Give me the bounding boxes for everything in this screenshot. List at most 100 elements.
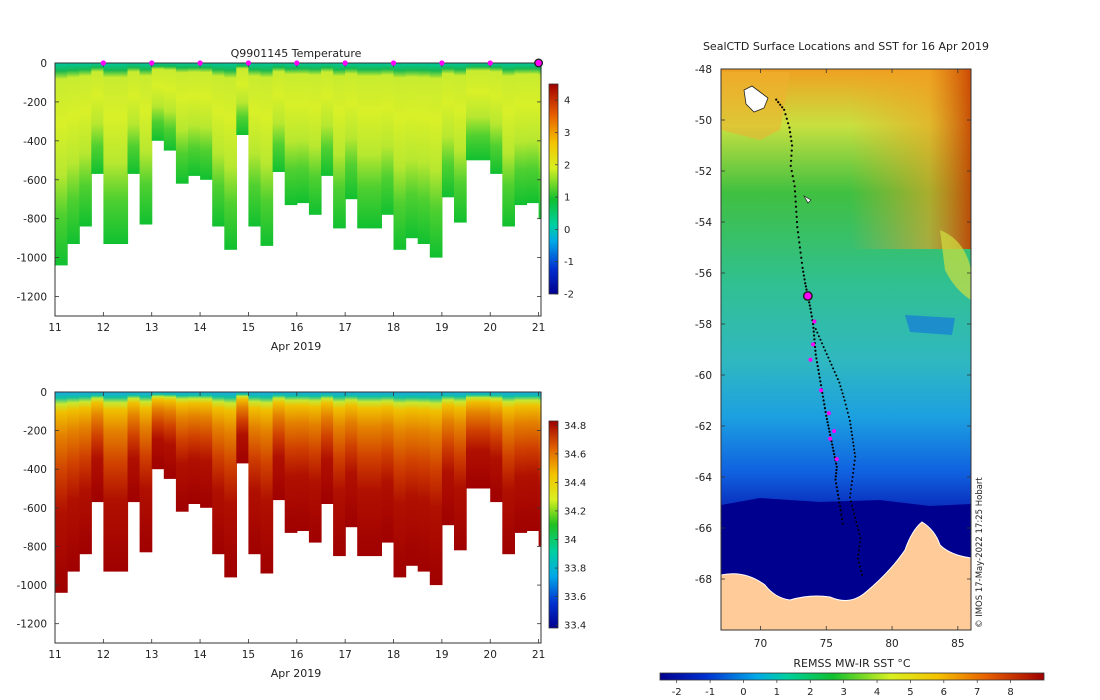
colorbar-tick-label: 33.4: [564, 621, 586, 632]
salinity-colorbar-ticks: 34.8 34.6 34.4 34.2 34 33.8 33.6 33.4: [555, 421, 586, 632]
current-location-marker: [802, 291, 813, 301]
x-tick-label: 21: [532, 649, 545, 661]
track-point: [817, 372, 821, 375]
track-point: [834, 478, 837, 481]
track-point: [794, 205, 798, 208]
lat-tick-label: -64: [695, 472, 712, 484]
temperature-profile-column: [284, 63, 298, 206]
track-point: [855, 520, 858, 523]
colorbar-tick-label: -1: [564, 257, 574, 268]
salinity-profile-column: [405, 392, 419, 566]
temperature-profile-column: [248, 63, 262, 227]
profile-location: [828, 436, 833, 441]
salinity-profile-column: [369, 392, 382, 557]
profile-marker: [197, 60, 203, 66]
salinity-profile-column: [429, 392, 443, 586]
track-point: [851, 437, 854, 440]
track-point: [817, 335, 820, 338]
track-point: [796, 231, 800, 234]
y-tick-label: -400: [23, 136, 47, 148]
sst-colorbar-tick-label: 4: [874, 687, 880, 698]
temperature-colorbar-ticks: 4 3 2 1 0 -1 -2: [555, 96, 574, 301]
sst-colorbar-tick-label: 6: [941, 687, 947, 698]
track-point: [823, 407, 827, 410]
track-point: [825, 353, 828, 356]
track-point: [857, 553, 860, 556]
track-point: [784, 113, 787, 116]
map-xlabel: REMSS MW-IR SST °C: [793, 657, 911, 670]
salinity-colorbar: [548, 420, 559, 629]
track-point: [843, 399, 846, 402]
profile-marker: [439, 60, 445, 66]
track-point: [849, 492, 852, 495]
temperature-profile-column: [526, 63, 540, 204]
temperature-profile-column: [441, 63, 455, 198]
y-tick-label: -1000: [16, 253, 47, 265]
track-point: [822, 345, 825, 348]
track-point: [851, 504, 854, 507]
salinity-profile-column: [345, 392, 358, 528]
salinity-profile-column: [212, 392, 225, 555]
track-point: [851, 434, 854, 437]
track-point: [781, 106, 784, 109]
track-point: [814, 349, 817, 352]
sst-colorbar-tick-label: -2: [672, 687, 682, 698]
salinity-profile-column: [103, 392, 117, 572]
temperature-colorbar: [548, 83, 559, 295]
temperature-profile-column: [381, 63, 395, 215]
colorbar-tick-label: 34.8: [564, 421, 586, 432]
x-tick-label: 13: [145, 649, 158, 661]
x-tick-label: 21: [532, 322, 545, 334]
track-point: [819, 384, 823, 387]
lon-tick-label: 80: [885, 638, 898, 650]
salinity-profile-column: [502, 392, 515, 555]
track-point: [825, 417, 829, 421]
lon-tick-label: 70: [754, 638, 767, 650]
y-tick-label: -200: [23, 426, 47, 438]
temperature-profile-column: [466, 63, 479, 161]
track-point: [819, 380, 822, 383]
temperature-profile-column: [200, 63, 213, 180]
track-point: [824, 410, 827, 414]
salinity-panel: 0 -200 -400 -600 -800 -1000 -1200 11 12 13 14 15 16…: [16, 387, 586, 680]
lat-tick-label: -58: [695, 319, 712, 331]
track-point: [816, 364, 819, 368]
track-point: [824, 349, 827, 352]
y-tick-label: -1200: [16, 292, 47, 304]
track-point: [844, 403, 847, 406]
temperature-y-axis: 0 -200 -400 -600 -800 -1000 -1200: [16, 58, 541, 304]
sst-colorbar-tick-label: 0: [740, 687, 746, 698]
x-tick-label: 11: [48, 322, 61, 334]
track-point: [814, 353, 817, 356]
track-point: [850, 484, 853, 487]
y-tick-label: -1200: [16, 619, 47, 631]
temperature-profile-column: [514, 63, 528, 206]
salinity-profile-column: [224, 392, 237, 578]
profile-location: [819, 388, 823, 393]
x-tick-label: 19: [435, 649, 448, 661]
x-tick-label: 19: [435, 322, 448, 334]
salinity-profile-column: [381, 392, 395, 543]
track-point: [823, 403, 826, 406]
colorbar-tick-label: 3: [564, 128, 570, 139]
salinity-profile-column: [248, 392, 262, 555]
track-point: [852, 444, 855, 447]
track-point: [850, 500, 852, 503]
salinity-profile-column: [115, 392, 129, 572]
profile-location: [811, 342, 816, 347]
track-point: [838, 505, 842, 508]
x-tick-label: 20: [484, 649, 497, 661]
salinity-xlabel: Apr 2019: [271, 667, 322, 680]
x-tick-label: 16: [290, 649, 304, 661]
temperature-profile-column: [224, 63, 237, 250]
temperature-x-axis: 11 12 13 14 15 16 17 18 19 20 21: [48, 63, 545, 334]
track-point: [852, 467, 855, 470]
temperature-profile-column: [127, 63, 141, 174]
track-point: [777, 101, 780, 104]
track-point: [803, 278, 806, 281]
lat-tick-label: -48: [695, 64, 712, 76]
track-point: [795, 210, 798, 213]
y-tick-label: -600: [23, 503, 47, 515]
track-point: [805, 288, 808, 291]
track-point: [837, 497, 840, 500]
